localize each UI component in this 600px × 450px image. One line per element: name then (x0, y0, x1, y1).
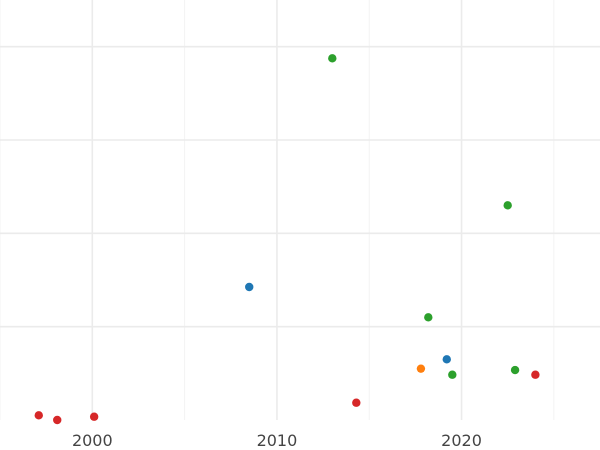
data-point (448, 370, 457, 379)
data-point (442, 355, 451, 364)
data-point (352, 398, 361, 407)
data-point (53, 415, 62, 425)
data-points (34, 54, 540, 425)
x-tick-label: 2020 (441, 431, 482, 450)
x-tick-label: 2010 (257, 431, 298, 450)
data-point (245, 282, 254, 292)
data-point (531, 370, 540, 379)
data-point (416, 364, 426, 373)
minor-gridlines (0, 0, 555, 420)
data-point (503, 201, 512, 210)
major-gridlines (0, 0, 600, 420)
data-point (34, 411, 43, 420)
data-point (424, 313, 433, 322)
x-axis-tick-labels: 2000 2010 2020 (72, 431, 482, 450)
data-point (510, 365, 520, 375)
x-tick-label: 2000 (72, 431, 113, 450)
data-point (89, 412, 99, 421)
data-point (328, 54, 337, 63)
